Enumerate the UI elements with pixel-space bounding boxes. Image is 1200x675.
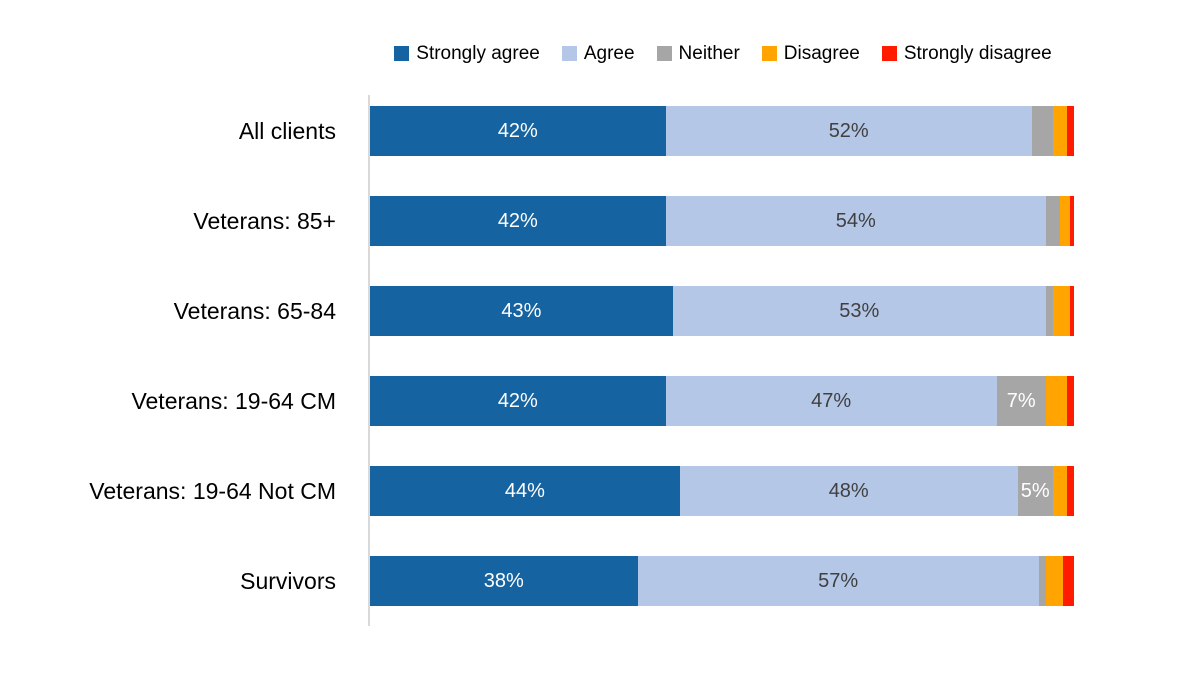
legend-swatch-icon xyxy=(656,46,672,61)
legend-item: Strongly agree xyxy=(394,44,540,63)
legend-item: Agree xyxy=(561,43,635,64)
bar-row: 43% 53% xyxy=(370,286,1074,336)
legend-item: Disagree xyxy=(761,43,860,64)
bar-row: 42% 54% xyxy=(370,196,1074,246)
bar-segment xyxy=(1031,106,1053,156)
category-axis-labels: All clients Veterans: 85+ Veterans: 65-84 V… xyxy=(0,95,352,635)
bar-segment xyxy=(1052,286,1071,336)
bar-segment: 54% xyxy=(665,196,1046,246)
bar-row: 38% 57% xyxy=(370,556,1074,606)
category-label: Survivors xyxy=(240,568,336,594)
category-label: Veterans: 85+ xyxy=(193,208,336,234)
legend-item: Neither xyxy=(656,43,740,64)
bar-segment: 7% xyxy=(996,376,1046,426)
bar-segment: 44% xyxy=(370,466,680,516)
bar-segment xyxy=(1052,106,1067,156)
bar-row: 42% 52% xyxy=(370,106,1074,156)
bar-segment: 48% xyxy=(679,466,1018,516)
segment-value-label: 48% xyxy=(828,480,869,502)
bar-segment xyxy=(1038,556,1046,606)
legend-swatch-icon xyxy=(394,46,410,61)
bar-segment xyxy=(1045,376,1067,426)
bar-segment xyxy=(1052,466,1067,516)
legend-label: Strongly disagree xyxy=(903,43,1052,64)
bar-segment xyxy=(1070,286,1074,336)
bar-segment: 5% xyxy=(1017,466,1053,516)
bar-segment xyxy=(1066,466,1074,516)
segment-value-label: 53% xyxy=(839,300,880,322)
bar-segment: 47% xyxy=(665,376,997,426)
bar-segment: 57% xyxy=(637,556,1039,606)
segment-value-label: 42% xyxy=(497,390,538,412)
segment-value-label: 7% xyxy=(1006,390,1036,412)
segment-value-label: 54% xyxy=(835,210,876,232)
bar-segment xyxy=(1045,196,1060,246)
segment-value-label: 42% xyxy=(497,210,538,232)
bar-segment xyxy=(1045,556,1064,606)
segment-value-label: 57% xyxy=(818,570,859,592)
bar-segment: 42% xyxy=(370,106,666,156)
legend-item: Strongly disagree xyxy=(881,43,1052,64)
segment-value-label: 43% xyxy=(501,300,542,322)
legend-label: Agree xyxy=(583,43,635,64)
segment-value-label: 42% xyxy=(497,120,538,142)
category-label: All clients xyxy=(238,118,336,144)
legend-swatch-icon xyxy=(561,46,577,61)
category-label: Veterans: 19-64 CM xyxy=(131,388,336,414)
category-label: Veterans: 19-64 Not CM xyxy=(89,478,336,504)
bar-segment: 52% xyxy=(665,106,1032,156)
segment-value-label: 5% xyxy=(1020,480,1050,502)
legend-swatch-icon xyxy=(761,46,777,61)
y-axis-line xyxy=(368,95,370,626)
chart-legend: Strongly agree Agree Neither Disagree Strong… xyxy=(368,44,1078,63)
category-label: Veterans: 65-84 xyxy=(173,298,336,324)
legend-label: Neither xyxy=(678,43,740,64)
bar-row: 42% 47% 7% xyxy=(370,376,1074,426)
bar-segment: 38% xyxy=(370,556,638,606)
bar-segment xyxy=(1063,556,1074,606)
bar-segment xyxy=(1066,376,1074,426)
bar-segment xyxy=(1066,106,1074,156)
segment-value-label: 47% xyxy=(811,390,852,412)
legend-label: Disagree xyxy=(783,43,860,64)
bar-segment xyxy=(1045,286,1053,336)
legend-label: Strongly agree xyxy=(416,43,540,64)
bar-segment xyxy=(1070,196,1074,246)
segment-value-label: 38% xyxy=(483,570,524,592)
legend-swatch-icon xyxy=(881,46,897,61)
bar-segment: 42% xyxy=(370,196,666,246)
segment-value-label: 52% xyxy=(828,120,869,142)
bar-segment xyxy=(1059,196,1071,246)
bar-segment: 43% xyxy=(370,286,673,336)
segment-value-label: 44% xyxy=(504,480,545,502)
bar-segment: 42% xyxy=(370,376,666,426)
plot-area: 42% 52% 42% 54% 43% 53% 42% 47% 7% 44% 48% 5% 38% 57% xyxy=(368,95,1078,626)
bar-row: 44% 48% 5% xyxy=(370,466,1074,516)
bar-segment: 53% xyxy=(672,286,1046,336)
